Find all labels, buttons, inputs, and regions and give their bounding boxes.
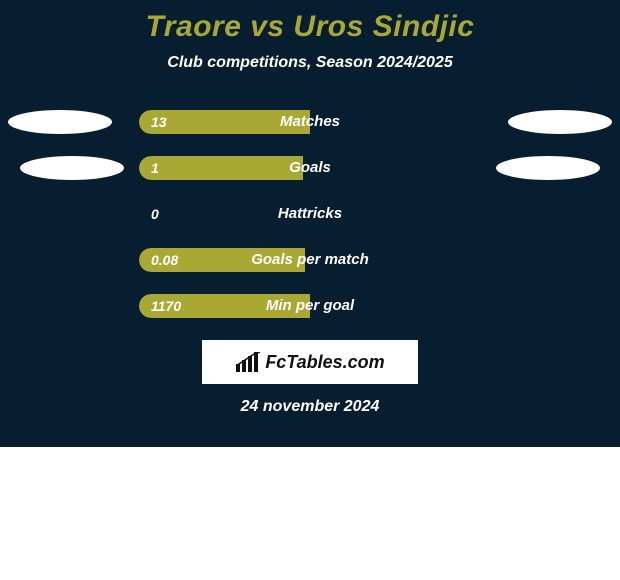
stat-value-left: 13 [151, 110, 167, 134]
stat-row: Matches13 [0, 110, 620, 134]
bars-icon [235, 352, 261, 372]
player-left-marker [8, 110, 112, 134]
stat-label: Min per goal [139, 294, 481, 318]
player-right-marker [508, 110, 612, 134]
stats-rows: Matches13 Goals1 Hattricks0 Goals per match… [0, 110, 620, 318]
stat-value-left: 0.08 [151, 248, 178, 272]
stat-row: Goals1 [0, 156, 620, 180]
stat-label: Hattricks [139, 202, 481, 226]
stat-label: Matches [139, 110, 481, 134]
stat-row: Min per goal1170 [0, 294, 620, 318]
stat-bar: Goals per match0.08 [139, 248, 481, 272]
stat-value-left: 1170 [151, 294, 181, 318]
player-right-marker [496, 156, 600, 180]
date-label: 24 november 2024 [0, 398, 620, 416]
comparison-card: Traore vs Uros Sindjic Club competitions… [0, 0, 620, 447]
stat-bar: Matches13 [139, 110, 481, 134]
logo-box: FcTables.com [202, 340, 418, 384]
stat-value-left: 1 [151, 156, 159, 180]
stat-bar: Hattricks0 [139, 202, 481, 226]
stat-bar: Goals1 [139, 156, 481, 180]
stat-row: Hattricks0 [0, 202, 620, 226]
stat-label: Goals per match [139, 248, 481, 272]
logo: FcTables.com [235, 352, 384, 373]
player-left-marker [20, 156, 124, 180]
stat-row: Goals per match0.08 [0, 248, 620, 272]
subtitle: Club competitions, Season 2024/2025 [0, 54, 620, 72]
logo-text: FcTables.com [265, 352, 384, 373]
stat-bar: Min per goal1170 [139, 294, 481, 318]
stat-label: Goals [139, 156, 481, 180]
stat-value-left: 0 [151, 202, 159, 226]
page-title: Traore vs Uros Sindjic [0, 0, 620, 44]
